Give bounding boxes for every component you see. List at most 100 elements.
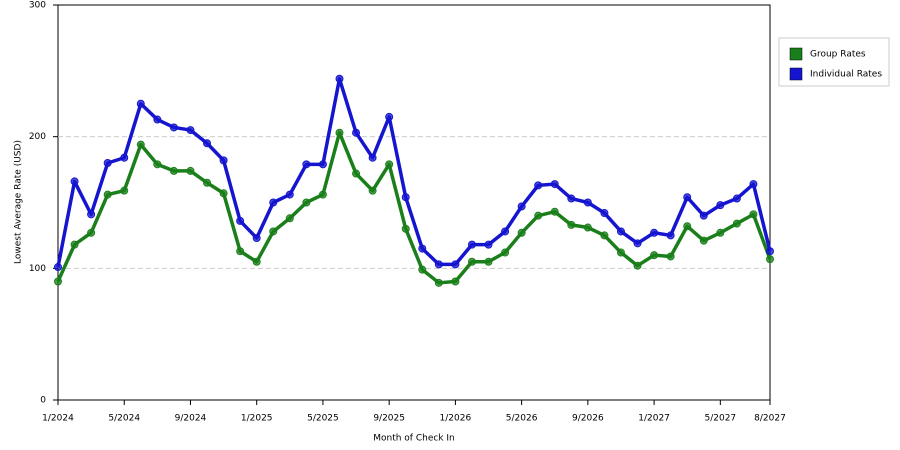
data-point [120,153,129,162]
data-point [368,153,377,162]
data-point [484,257,493,266]
data-point [269,227,278,236]
x-tick-label: 5/2025 [307,414,339,424]
data-point [285,214,294,223]
data-point [252,257,261,266]
y-axis-label: Lowest Average Rate (USD) [14,140,24,264]
data-point [401,193,410,202]
data-point [517,202,526,211]
data-point [70,240,79,249]
data-point [136,99,145,108]
data-point [385,112,394,121]
data-point [616,248,625,257]
data-point [534,181,543,190]
data-point [285,190,294,199]
data-point [418,244,427,253]
data-point [203,178,212,187]
x-tick-label: 5/2024 [108,414,140,424]
data-point [103,190,112,199]
data-point [236,247,245,256]
data-point [699,236,708,245]
data-point [600,231,609,240]
data-point [54,263,62,272]
data-point [534,211,543,220]
data-point [335,128,344,137]
y-tick-label: 200 [29,132,46,142]
data-point [318,160,327,169]
data-point [666,231,675,240]
data-point [749,180,758,189]
data-point [252,234,261,243]
x-tick-label: 9/2024 [175,414,207,424]
data-point [650,251,659,260]
data-point [766,255,774,264]
data-point [302,160,311,169]
data-point [186,126,195,135]
data-point [666,252,675,261]
x-tick-label: 1/2026 [440,414,472,424]
data-point [186,166,195,175]
y-tick-label: 0 [40,396,46,406]
plot-frame [57,4,771,401]
data-point [54,277,62,286]
legend-swatch [789,47,803,61]
data-point [70,177,79,186]
data-point [600,209,609,218]
data-point [153,160,162,169]
data-point [352,128,361,137]
data-point [501,248,510,257]
data-point [401,224,410,233]
y-tick-label: 300 [29,1,46,11]
x-tick-label: 8/2027 [754,414,786,424]
x-tick-label: 5/2026 [506,414,538,424]
data-point [633,261,642,270]
series-line [56,130,772,285]
legend-label: Group Rates [810,50,866,60]
data-point [550,207,559,216]
data-point [153,115,162,124]
series-line [56,76,772,268]
data-point [766,247,774,256]
legend-swatch [789,67,803,81]
data-point [169,166,178,175]
x-tick-label: 9/2026 [572,414,604,424]
data-point [120,186,129,195]
data-point [418,265,427,274]
data-point [749,210,758,219]
data-point [716,201,725,210]
data-point [219,156,228,165]
data-point [434,260,443,269]
x-axis-label: Month of Check In [373,434,455,444]
data-point [583,223,592,232]
data-point [650,228,659,237]
data-point [302,198,311,207]
data-point [683,222,692,231]
x-tick-label: 1/2027 [638,414,670,424]
data-point [616,227,625,236]
x-tick-label: 9/2025 [373,414,405,424]
data-point [716,228,725,237]
legend-label: Individual Rates [810,70,882,80]
data-point [385,160,394,169]
data-point [683,193,692,202]
x-tick-label: 1/2025 [241,414,273,424]
data-point [467,240,476,249]
data-point [368,186,377,195]
data-point [318,190,327,199]
data-point [732,194,741,203]
data-point [467,257,476,266]
data-point [633,239,642,248]
data-point [501,227,510,236]
data-point [335,74,344,83]
data-point [352,169,361,178]
data-point [517,228,526,237]
data-point [567,220,576,229]
data-point [484,240,493,249]
data-point [203,139,212,148]
x-tick-label: 1/2024 [42,414,74,424]
data-point [219,189,228,198]
y-tick-label: 100 [29,264,46,274]
data-point [699,211,708,220]
data-point [451,260,460,269]
data-point [103,159,112,167]
